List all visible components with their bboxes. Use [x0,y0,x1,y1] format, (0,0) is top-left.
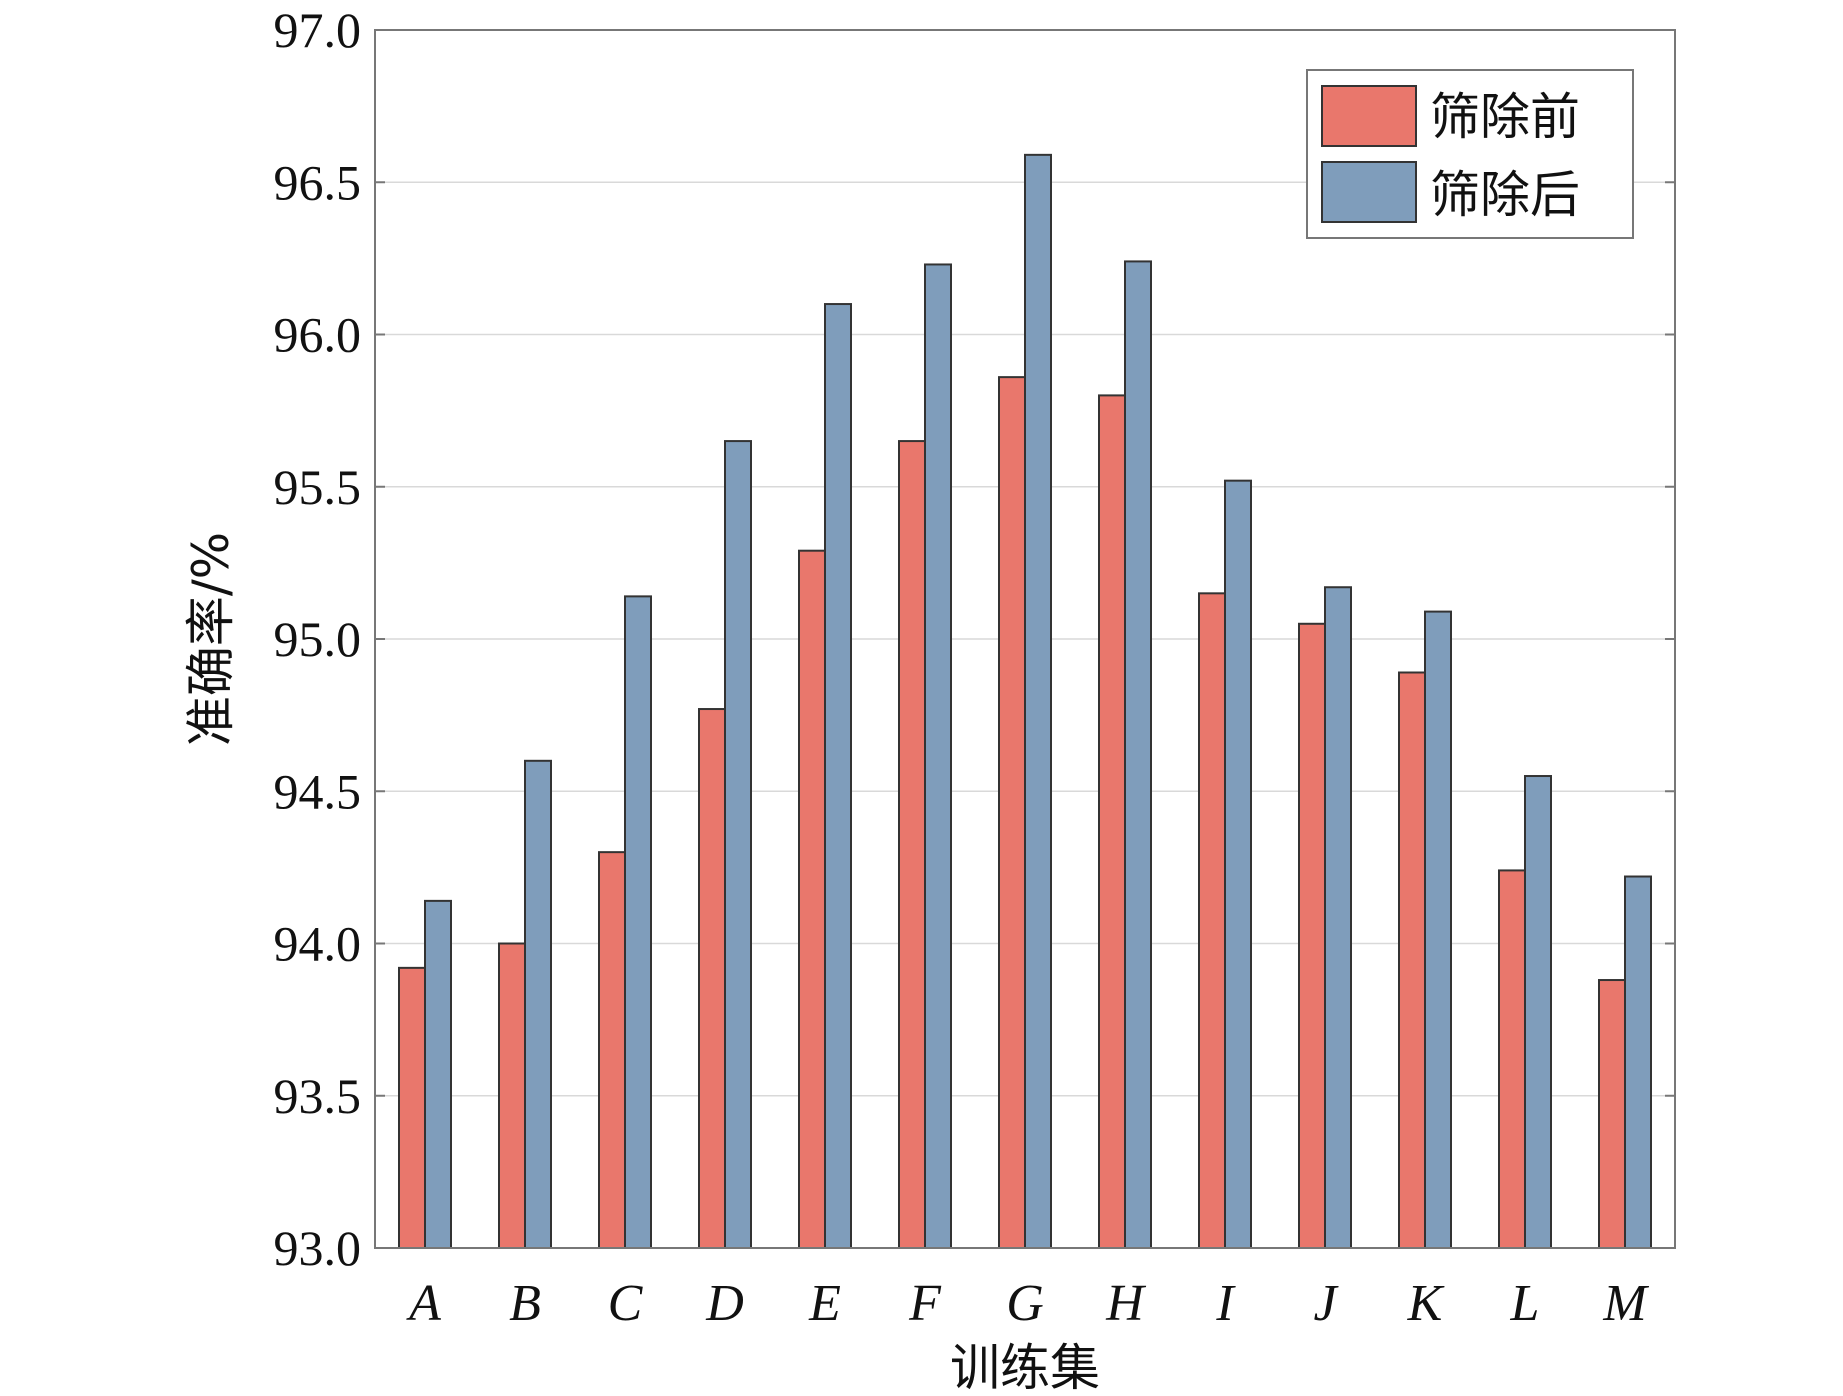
bar-before [998,376,1026,1249]
x-axis-ticks: A B C D E F G H I J K L M [406,1275,1649,1332]
legend: 筛除前 筛除后 [1306,69,1634,239]
x-tick-label: E [808,1275,841,1332]
bar-after [724,440,752,1249]
bar-before [1498,869,1526,1249]
x-tick-label: I [1215,1275,1236,1332]
y-axis-ticks: 93.0 93.5 94.0 94.5 95.0 95.5 96.0 96.5 97.0 [274,2,1675,1276]
bar-after [1424,610,1452,1249]
x-tick-label: F [908,1275,942,1332]
y-tick-label: 93.5 [274,1068,362,1124]
x-tick-label: G [1006,1275,1044,1332]
bar-before [598,851,626,1250]
legend-swatch-after [1321,161,1417,223]
x-axis-title: 训练集 [950,1339,1100,1396]
bars [398,153,1652,1250]
bar-after [1124,260,1152,1250]
y-tick-label: 94.0 [274,916,362,972]
bar-before [798,549,826,1249]
x-tick-label: H [1105,1275,1146,1332]
bar-before [1298,622,1326,1249]
bar-before [1098,394,1126,1249]
bar-before [398,966,426,1249]
x-tick-label: L [1510,1275,1540,1332]
y-tick-label: 97.0 [274,2,362,58]
y-tick-label: 93.0 [274,1220,362,1276]
y-tick-label: 95.5 [274,459,362,515]
bar-before [1598,979,1626,1249]
x-tick-label: A [406,1275,441,1332]
y-tick-label: 95.0 [274,611,362,667]
x-tick-label: M [1602,1275,1649,1332]
x-tick-label: J [1313,1275,1339,1332]
y-axis-title: 准确率/% [182,532,240,746]
x-tick-label: K [1407,1275,1445,1332]
y-tick-label: 94.5 [274,763,362,819]
bar-before [898,440,926,1249]
bar-after [1224,479,1252,1250]
bar-after [824,303,852,1249]
y-tick-label: 96.5 [274,154,362,210]
bar-after [624,595,652,1249]
bar-after [424,899,452,1249]
bar-before [1198,592,1226,1249]
legend-label-before: 筛除前 [1430,88,1580,146]
bar-after [1624,875,1652,1249]
x-tick-label: C [608,1275,644,1332]
bar-after [1024,153,1052,1250]
bar-after [1524,775,1552,1250]
y-tick-label: 96.0 [274,307,362,363]
bar-before [1398,671,1426,1249]
bar-after [1324,586,1352,1249]
bar-before [498,942,526,1249]
bar-before [698,708,726,1249]
bar-after [524,759,552,1249]
legend-label-after: 筛除后 [1430,166,1580,224]
bar-after [924,263,952,1249]
x-tick-label: B [509,1275,541,1332]
legend-swatch-before [1321,85,1417,147]
x-tick-label: D [705,1275,744,1332]
